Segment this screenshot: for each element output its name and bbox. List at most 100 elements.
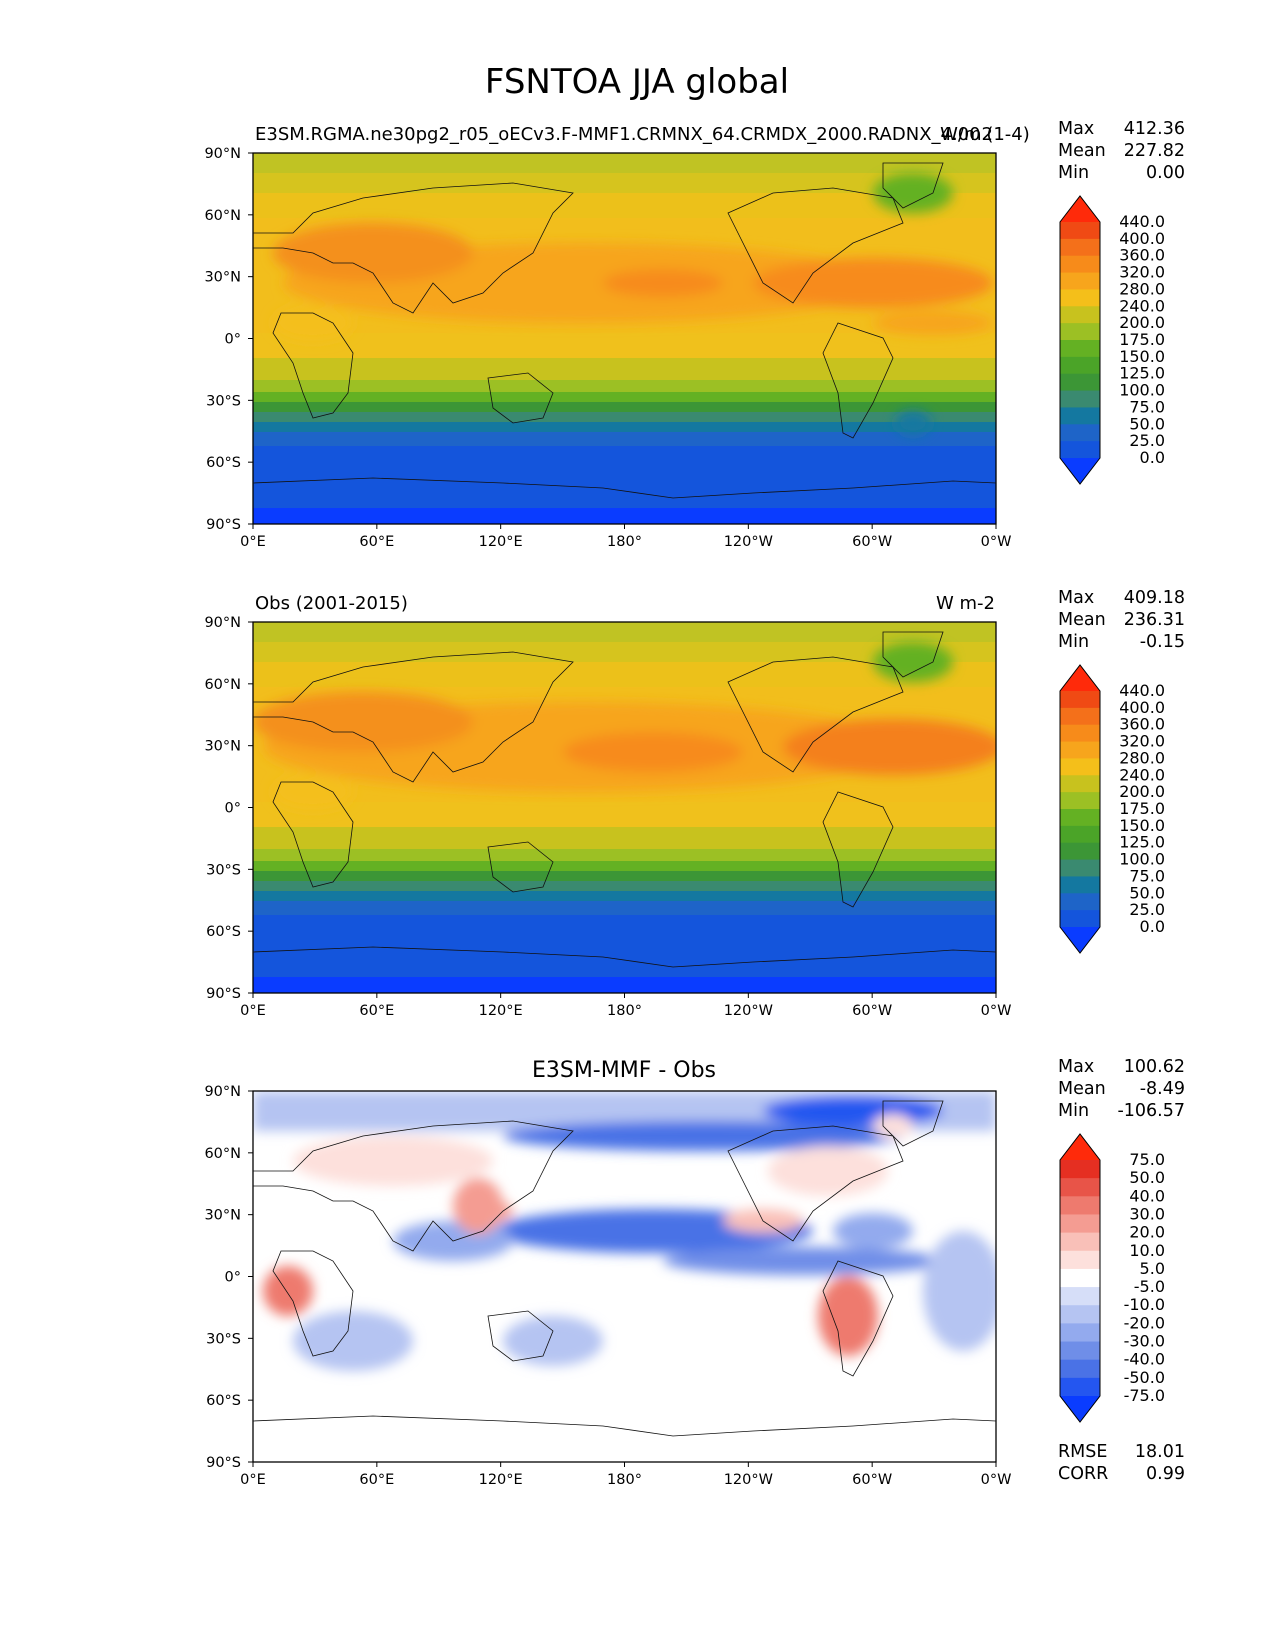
colorbar-label: 240.0	[1119, 765, 1165, 784]
lon-tick-label: 60°E	[359, 1472, 394, 1488]
colorbar-outline	[1059, 195, 1101, 485]
coastline	[822, 322, 894, 439]
panel-model-units: W/m2	[940, 124, 993, 145]
colorbar-segment	[1060, 809, 1100, 827]
colorbar-segment	[1060, 1160, 1100, 1179]
stat-mean-label: Mean	[1058, 610, 1106, 630]
lon-tick-label: 120°E	[479, 1003, 523, 1019]
colorbar-label: 175.0	[1119, 799, 1165, 818]
colorbar-label: 200.0	[1119, 313, 1165, 332]
lon-tick-label: 0°W	[981, 1472, 1012, 1488]
colorbar-segment	[1060, 741, 1100, 760]
colorbar-segment	[1060, 390, 1100, 409]
coastline	[727, 187, 904, 304]
coastline-group	[252, 162, 997, 499]
coastline	[487, 1310, 554, 1362]
colorbar-extend-max	[1060, 665, 1100, 691]
colorbar-segment	[1060, 407, 1100, 425]
colorbar-segment	[1060, 1359, 1100, 1379]
lon-tick-label: 60°E	[359, 534, 394, 550]
colorbar-label: 75.0	[1129, 397, 1165, 416]
colorbar-segment	[1060, 1377, 1100, 1397]
coastline	[487, 841, 554, 893]
stat-mean-label: Mean	[1058, 1079, 1106, 1099]
stat-rmse-value: 18.01	[1135, 1442, 1185, 1462]
colorbar-segment	[1060, 373, 1100, 392]
colorbar-segment	[1060, 842, 1100, 861]
colorbar-segment	[1060, 441, 1100, 459]
colorbar-segment	[1060, 876, 1100, 894]
coastline-set	[252, 631, 997, 968]
colorbar-segment	[1060, 1232, 1100, 1252]
stat-max-value: 412.36	[1124, 119, 1185, 139]
coastline	[727, 656, 904, 773]
coastline	[252, 946, 997, 968]
colorbar-segment	[1060, 893, 1100, 911]
coastline	[487, 372, 554, 424]
stat-min-value: -106.57	[1117, 1101, 1185, 1121]
figure-title: FSNTOA JJA global	[485, 62, 789, 102]
colorbar-outline	[1059, 664, 1101, 954]
colorbar-label: 0.0	[1140, 917, 1165, 936]
lon-tick-label: 60°E	[359, 1003, 394, 1019]
coastline	[822, 1260, 894, 1377]
colorbar-label: -40.0	[1124, 1350, 1165, 1369]
colorbar-label: 100.0	[1119, 381, 1165, 400]
lat-tick-label: 30°S	[206, 862, 241, 878]
stat-min-value: -0.15	[1140, 632, 1185, 652]
colorbar-label: 320.0	[1119, 732, 1165, 751]
panel-diff-colorbar: -75.0-50.0-40.0-30.0-20.0-10.0-5.05.010.…	[1059, 1133, 1165, 1423]
colorbar-label: 10.0	[1129, 1241, 1165, 1260]
coastline	[272, 312, 354, 419]
lat-tick-label: 30°N	[204, 739, 241, 755]
colorbar-label: 125.0	[1119, 364, 1165, 383]
colorbar-label: 280.0	[1119, 748, 1165, 767]
panel-obs-map	[253, 622, 996, 993]
colorbar-label: 400.0	[1119, 698, 1165, 717]
lat-tick-label: 90°S	[206, 986, 241, 1002]
lon-tick-label: 60°W	[852, 1472, 892, 1488]
lat-tick-label: 30°S	[206, 393, 241, 409]
lat-tick-label: 0°	[225, 332, 241, 348]
lat-tick-label: 0°	[225, 1270, 241, 1286]
panel-diff-map	[253, 1091, 996, 1462]
lat-tick-label: 60°S	[206, 924, 241, 940]
coastline	[882, 631, 944, 678]
colorbar-segment	[1060, 1214, 1100, 1234]
colorbar-label: 150.0	[1119, 816, 1165, 835]
lat-tick-label: 60°N	[204, 1146, 241, 1162]
colorbar-segment	[1060, 910, 1100, 928]
colorbar-label: 25.0	[1129, 900, 1165, 919]
colorbar-segment	[1060, 1178, 1100, 1197]
lon-tick-label: 60°W	[852, 534, 892, 550]
colorbar-label: 20.0	[1129, 1223, 1165, 1242]
panel-model-map	[253, 153, 996, 524]
colorbar-segment	[1060, 340, 1100, 358]
coastline-set	[252, 1100, 997, 1437]
stat-mean-value: 227.82	[1124, 141, 1185, 161]
stat-corr-label: CORR	[1058, 1464, 1108, 1484]
colorbar-label: 400.0	[1119, 229, 1165, 248]
panel-obs-units: W m-2	[936, 593, 995, 614]
lon-tick-label: 120°E	[479, 534, 523, 550]
lat-tick-label: 90°N	[204, 146, 241, 162]
lat-tick-label: 30°N	[204, 1208, 241, 1224]
stat-max-value: 409.18	[1124, 588, 1185, 608]
colorbar-segment	[1060, 272, 1100, 291]
colorbar-label: 150.0	[1119, 347, 1165, 366]
coastlines	[252, 162, 997, 1437]
colorbar-segment	[1060, 1323, 1100, 1343]
colorbar-extend-min	[1060, 458, 1100, 484]
lat-tick-label: 90°S	[206, 517, 241, 533]
stat-rmse-label: RMSE	[1058, 1442, 1107, 1462]
colorbar-segment	[1060, 323, 1100, 341]
colorbar-label: 440.0	[1119, 212, 1165, 231]
panel-diff: E3SM-MMF - Obs	[252, 1057, 1185, 1484]
colorbar-label: 280.0	[1119, 279, 1165, 298]
stat-min-label: Min	[1058, 1101, 1089, 1121]
colorbar-label: 50.0	[1129, 883, 1165, 902]
stat-min-label: Min	[1058, 632, 1089, 652]
lat-tick-label: 90°N	[204, 1084, 241, 1100]
colorbar-extend-min	[1060, 927, 1100, 953]
lat-tick-label: 30°N	[204, 270, 241, 286]
